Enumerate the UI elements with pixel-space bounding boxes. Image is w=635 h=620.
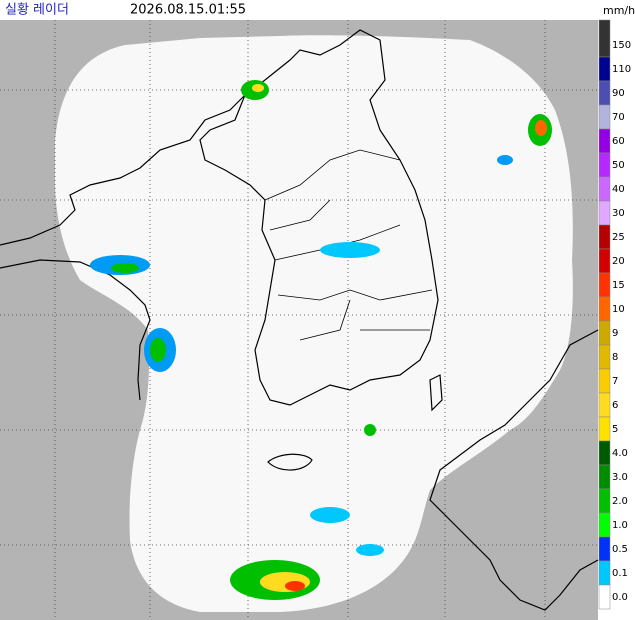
legend-label: 10 <box>612 304 625 315</box>
legend-label: 3.0 <box>612 472 628 483</box>
legend-swatch <box>598 128 611 154</box>
legend-label: 25 <box>612 232 625 243</box>
legend-label: 8 <box>612 352 618 363</box>
legend-swatch <box>598 248 611 274</box>
tsushima <box>429 374 443 412</box>
legend-swatch <box>598 19 611 58</box>
legend-label: 150 <box>612 40 631 51</box>
legend-swatch <box>598 104 611 130</box>
china-east-coast <box>0 259 151 401</box>
echo <box>252 84 264 92</box>
legend-label: 6 <box>612 400 618 411</box>
legend-label: 0.1 <box>612 568 628 579</box>
legend-swatch <box>598 392 611 418</box>
echo <box>497 155 513 165</box>
legend-label: 0.0 <box>612 592 628 603</box>
legend-swatch <box>598 368 611 394</box>
legend-swatch <box>598 560 611 586</box>
legend-label: 50 <box>612 160 625 171</box>
legend-swatch <box>598 296 611 322</box>
peninsula <box>199 29 439 406</box>
legend-swatch <box>598 176 611 202</box>
echo <box>310 507 350 523</box>
legend-swatch <box>598 56 611 82</box>
legend-label: 30 <box>612 208 625 219</box>
echo <box>285 581 305 591</box>
echo <box>535 120 547 136</box>
echo <box>111 263 139 273</box>
title: 실황 레이더 <box>5 3 69 18</box>
legend-label: 4.0 <box>612 448 628 459</box>
legend-swatch <box>598 464 611 490</box>
legend-swatch <box>598 344 611 370</box>
echo <box>320 242 380 258</box>
legend-swatch <box>598 512 611 538</box>
echo <box>356 544 384 556</box>
legend-label: 90 <box>612 88 625 99</box>
legend-label: 70 <box>612 112 625 123</box>
legend-label: 20 <box>612 256 625 267</box>
legend-swatch <box>598 440 611 466</box>
legend-label: 2.0 <box>612 496 628 507</box>
china-coast <box>0 94 246 246</box>
legend-swatch <box>598 272 611 298</box>
legend-label: 110 <box>612 64 631 75</box>
legend-label: 1.0 <box>612 520 628 531</box>
legend-label: 60 <box>612 136 625 147</box>
legend-swatch <box>598 320 611 346</box>
legend-swatch <box>598 152 611 178</box>
legend-swatch <box>598 224 611 250</box>
echo <box>364 424 376 436</box>
legend-swatch <box>598 536 611 562</box>
legend-swatch <box>598 488 611 514</box>
legend-label: 5 <box>612 424 618 435</box>
japan-coast <box>429 329 599 611</box>
precipitation <box>90 80 552 600</box>
legend-swatch <box>598 416 611 442</box>
map <box>0 20 599 620</box>
legend-label: 15 <box>612 280 625 291</box>
legend-swatch <box>598 80 611 106</box>
echo <box>150 338 166 362</box>
legend: 150 110 90 70 60 50 40 30 25 20 15 10 9 8 7 6 5 4.0 3.0 2.0… <box>598 19 631 610</box>
legend-label: 7 <box>612 376 618 387</box>
legend-swatch <box>598 200 611 226</box>
unit: mm/h <box>603 4 635 17</box>
jeju <box>267 453 313 471</box>
legend-label: 9 <box>612 328 618 339</box>
legend-label: 40 <box>612 184 625 195</box>
timestamp: 2026.08.15.01:55 <box>130 3 246 18</box>
legend-label: 0.5 <box>612 544 628 555</box>
legend-swatch <box>598 584 611 610</box>
